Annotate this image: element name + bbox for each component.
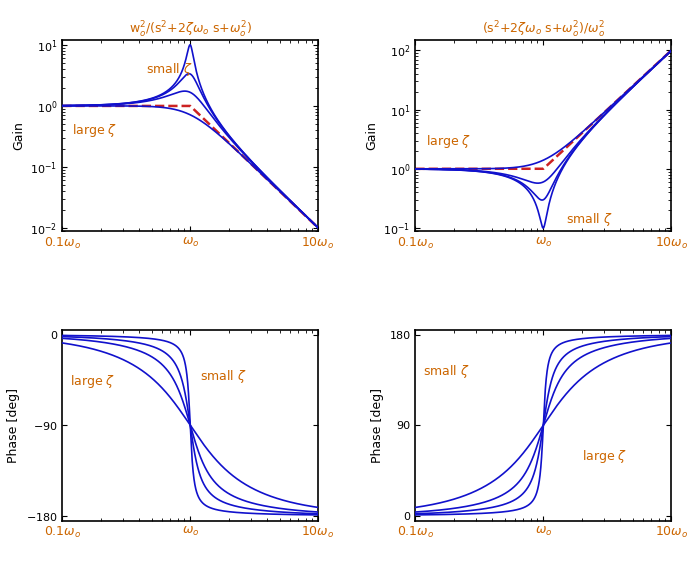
Text: large $\zeta$: large $\zeta$ (426, 133, 471, 150)
Text: large $\zeta$: large $\zeta$ (73, 122, 118, 138)
Y-axis label: Gain: Gain (12, 121, 25, 150)
Text: small $\zeta$: small $\zeta$ (201, 368, 247, 385)
Text: large $\zeta$: large $\zeta$ (70, 373, 116, 390)
Y-axis label: Gain: Gain (365, 121, 378, 150)
Text: small $\zeta$: small $\zeta$ (423, 363, 470, 380)
Text: small $\zeta$: small $\zeta$ (566, 211, 612, 228)
Text: small $\zeta$: small $\zeta$ (146, 61, 192, 78)
Text: large $\zeta$: large $\zeta$ (582, 448, 627, 465)
Title: w$_o^2$/(s$^2$+2$\zeta\omega_o$ s+$\omega_o^2$): w$_o^2$/(s$^2$+2$\zeta\omega_o$ s+$\omeg… (129, 20, 252, 40)
Title: (s$^2$+2$\zeta\omega_o$ s+$\omega_o^2$)/$\omega_o^2$: (s$^2$+2$\zeta\omega_o$ s+$\omega_o^2$)/… (482, 20, 605, 40)
Y-axis label: Phase [deg]: Phase [deg] (7, 388, 20, 463)
Y-axis label: Phase [deg]: Phase [deg] (371, 388, 384, 463)
